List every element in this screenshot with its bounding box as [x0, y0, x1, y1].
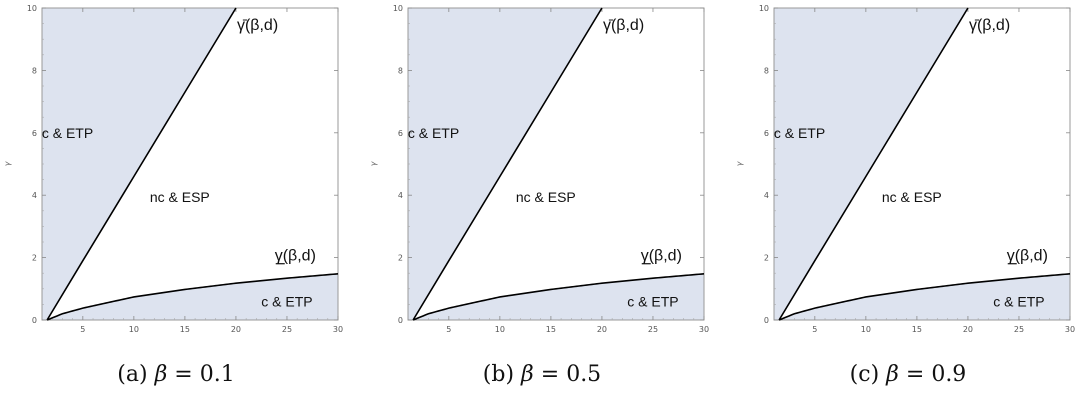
region-label: c & ETP [261, 293, 312, 309]
y-tick-label: 6 [398, 129, 403, 138]
region-label: nc & ESP [882, 189, 942, 205]
region-label: c & ETP [627, 293, 678, 309]
y-tick-label: 8 [764, 66, 769, 75]
y-tick-label: 2 [764, 254, 769, 263]
caption-b: (b) β = 0.5 [366, 362, 718, 387]
upper-curve-label: γ̄(β,d) [603, 17, 644, 34]
caption-a-symbol: β [154, 362, 168, 387]
x-tick-label: 15 [180, 325, 190, 334]
y-tick-label: 0 [398, 316, 403, 325]
lower-curve-label: γ(β,d) [275, 248, 316, 265]
x-tick-label: 20 [231, 325, 241, 334]
x-tick-label: 10 [495, 325, 505, 334]
x-tick-label: 10 [129, 325, 139, 334]
region-label: nc & ESP [516, 189, 576, 205]
x-tick-label: 30 [333, 325, 343, 334]
y-tick-label: 10 [759, 4, 769, 13]
y-axis-label: γ [735, 160, 744, 166]
caption-a-value: = 0.1 [174, 362, 235, 387]
upper-boundary-line [46, 7, 237, 321]
caption-a-label: (a) [117, 362, 148, 387]
caption-c-value: = 0.9 [905, 362, 967, 387]
x-tick-label: 20 [597, 325, 607, 334]
x-tick-label: 25 [282, 325, 292, 334]
y-tick-label: 10 [393, 4, 403, 13]
shaded-region-upper [42, 8, 236, 320]
upper-boundary-line [412, 7, 603, 321]
shaded-region-lower [47, 273, 338, 320]
caption-c-symbol: β [886, 362, 899, 387]
y-tick-label: 6 [764, 129, 769, 138]
caption-b-value: = 0.5 [540, 362, 602, 387]
y-tick-label: 8 [32, 66, 37, 75]
caption-c: (c) β = 0.9 [732, 362, 1084, 387]
x-tick-label: 25 [1014, 325, 1024, 334]
y-tick-label: 10 [27, 4, 37, 13]
y-axis-label: γ [3, 160, 12, 166]
lower-curve-label: γ(β,d) [641, 248, 682, 265]
x-tick-label: 30 [1065, 325, 1075, 334]
region-label: c & ETP [774, 125, 825, 141]
y-tick-label: 0 [32, 316, 37, 325]
x-tick-label: 5 [80, 325, 85, 334]
x-tick-label: 20 [963, 325, 973, 334]
y-tick-label: 6 [32, 129, 37, 138]
region-label: c & ETP [42, 125, 93, 141]
lower-curve-label: γ(β,d) [1007, 248, 1048, 265]
lower-boundary-line [778, 273, 1071, 321]
x-tick-label: 15 [912, 325, 922, 334]
lower-boundary-line [46, 273, 339, 321]
y-tick-label: 4 [32, 191, 37, 200]
x-tick-label: 25 [648, 325, 658, 334]
shaded-region-upper [408, 8, 602, 320]
caption-b-symbol: β [521, 362, 534, 387]
region-label: c & ETP [993, 293, 1044, 309]
upper-boundary-line [778, 7, 969, 321]
x-tick-label: 5 [812, 325, 817, 334]
lower-boundary-line [412, 273, 705, 321]
caption-b-label: (b) [482, 362, 515, 387]
upper-curve-label: γ̄(β,d) [969, 17, 1010, 34]
x-tick-label: 10 [861, 325, 871, 334]
upper-curve-label: γ̄(β,d) [237, 17, 278, 34]
shaded-region-lower [413, 273, 704, 320]
shaded-region-lower [779, 273, 1070, 320]
caption-c-label: (c) [849, 362, 880, 387]
y-tick-label: 4 [398, 191, 403, 200]
y-tick-label: 2 [398, 254, 403, 263]
region-label: nc & ESP [150, 189, 210, 205]
x-tick-label: 5 [446, 325, 451, 334]
caption-a: (a) β = 0.1 [0, 362, 352, 387]
region-label: c & ETP [408, 125, 459, 141]
y-tick-label: 4 [764, 191, 769, 200]
shaded-region-upper [774, 8, 968, 320]
y-tick-label: 0 [764, 316, 769, 325]
y-tick-label: 2 [32, 254, 37, 263]
x-tick-label: 15 [546, 325, 556, 334]
x-tick-label: 30 [699, 325, 709, 334]
y-tick-label: 8 [398, 66, 403, 75]
y-axis-label: γ [369, 160, 378, 166]
